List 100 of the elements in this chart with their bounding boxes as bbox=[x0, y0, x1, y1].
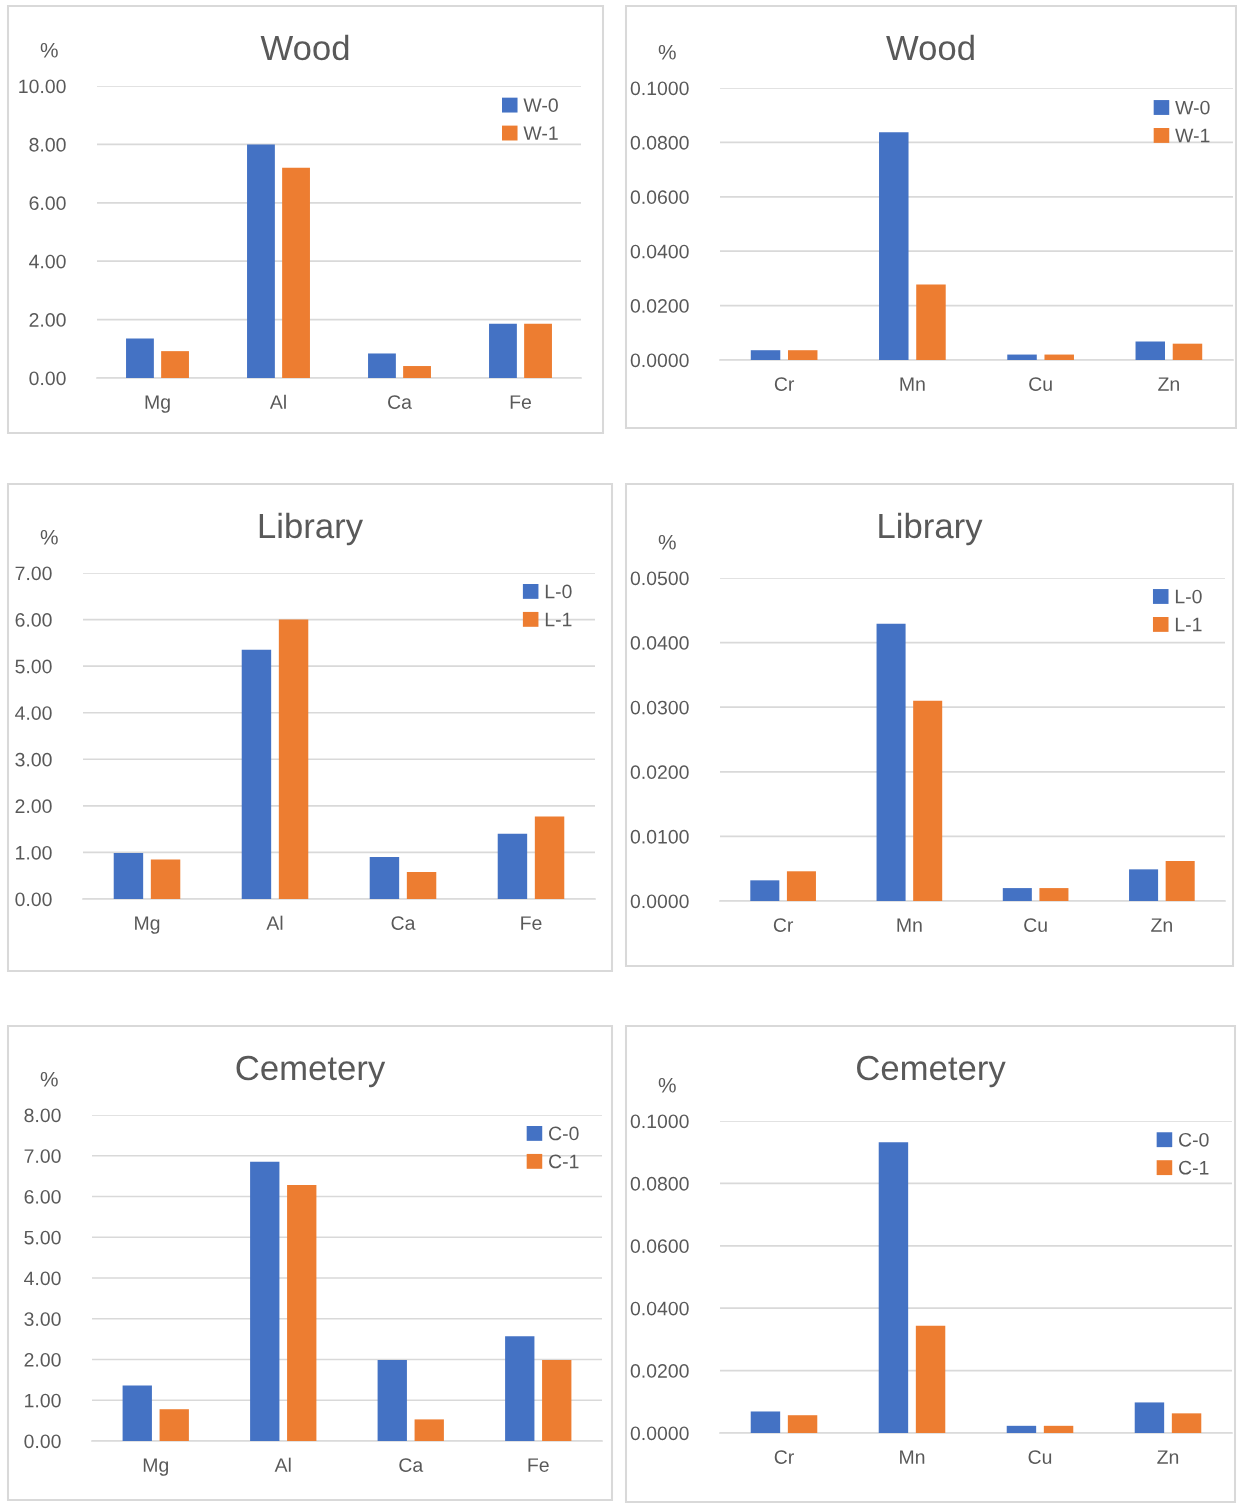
bar bbox=[1007, 354, 1037, 360]
y-tick-label: 0.00 bbox=[24, 1434, 61, 1449]
bar bbox=[1039, 888, 1069, 901]
legend-label: L-1 bbox=[545, 612, 572, 627]
legend-label: W-0 bbox=[1175, 100, 1210, 115]
y-tick-label: 3.00 bbox=[24, 1312, 61, 1326]
y-tick-label: 8.00 bbox=[24, 1108, 61, 1123]
bar bbox=[150, 859, 181, 899]
bar bbox=[787, 1415, 818, 1433]
x-tick-label: Al bbox=[274, 1457, 291, 1472]
bar bbox=[879, 132, 909, 360]
x-tick-label: Fe bbox=[510, 395, 531, 409]
legend-label: L-1 bbox=[1175, 617, 1202, 632]
y-tick-label: 5.00 bbox=[15, 659, 52, 674]
y-tick-label: 10.00 bbox=[19, 79, 66, 94]
bar bbox=[247, 144, 275, 378]
y-axis-title: % bbox=[40, 529, 58, 545]
bar bbox=[1129, 869, 1159, 901]
y-tick-label: 7.00 bbox=[15, 566, 52, 581]
x-tick-label: Zn bbox=[1151, 918, 1172, 932]
y-tick-label: 4.00 bbox=[15, 706, 52, 720]
bar bbox=[534, 816, 565, 899]
bar bbox=[1172, 343, 1203, 360]
y-tick-label: 0.0200 bbox=[630, 299, 689, 313]
x-tick-label: Zn bbox=[1158, 377, 1179, 391]
legend-label: W-1 bbox=[523, 126, 558, 140]
y-tick-label: 0.00 bbox=[15, 892, 52, 907]
y-tick-label: 0.1000 bbox=[630, 1114, 689, 1129]
y-tick-label: 0.0000 bbox=[630, 353, 689, 368]
chart-title: Wood bbox=[886, 34, 974, 61]
bar bbox=[750, 880, 780, 901]
bar bbox=[1044, 354, 1074, 360]
legend-label: W-1 bbox=[1175, 128, 1210, 143]
bar bbox=[368, 353, 396, 378]
y-tick-label: 3.00 bbox=[15, 752, 52, 767]
y-tick-label: 1.00 bbox=[25, 1393, 61, 1408]
bar bbox=[122, 1385, 152, 1441]
bar bbox=[878, 1142, 909, 1433]
legend-label: C-1 bbox=[1179, 1160, 1209, 1175]
x-tick-label: Zn bbox=[1157, 1450, 1179, 1464]
bar bbox=[1135, 341, 1166, 360]
legend-label: L-0 bbox=[1175, 589, 1202, 604]
x-tick-label: Fe bbox=[528, 1458, 549, 1472]
bar bbox=[1002, 888, 1032, 901]
bar bbox=[750, 1411, 781, 1433]
bar bbox=[1134, 1402, 1165, 1433]
y-tick-label: 0.0200 bbox=[630, 765, 689, 780]
bar bbox=[241, 649, 272, 899]
y-tick-label: 0.1000 bbox=[630, 81, 689, 96]
y-tick-label: 6.00 bbox=[24, 1189, 61, 1204]
y-tick-label: 0.0400 bbox=[630, 244, 689, 259]
bar bbox=[542, 1359, 572, 1441]
bar bbox=[377, 1359, 407, 1441]
x-tick-label: Cu bbox=[1028, 1450, 1052, 1464]
chart-title: Cemetery bbox=[857, 1055, 1006, 1088]
bar bbox=[406, 871, 437, 899]
bar bbox=[287, 1185, 317, 1441]
bar bbox=[505, 1336, 535, 1441]
y-tick-label: 8.00 bbox=[29, 137, 66, 152]
chart-title: Library bbox=[879, 512, 983, 546]
y-tick-label: 0.0600 bbox=[630, 1239, 689, 1254]
bar bbox=[524, 323, 552, 378]
bar bbox=[414, 1419, 444, 1441]
y-tick-label: 6.00 bbox=[29, 196, 66, 211]
legend-label: C-0 bbox=[549, 1126, 579, 1141]
y-axis-title: % bbox=[658, 44, 676, 60]
y-axis-title: % bbox=[658, 1077, 676, 1093]
bar bbox=[369, 857, 400, 899]
bar bbox=[282, 167, 310, 378]
bar bbox=[786, 871, 816, 901]
y-tick-label: 0.0400 bbox=[630, 636, 689, 650]
x-tick-label: Cr bbox=[774, 377, 795, 391]
legend-label: W-0 bbox=[523, 98, 558, 113]
legend-label: C-1 bbox=[549, 1154, 579, 1169]
bar bbox=[489, 323, 517, 378]
bar bbox=[876, 623, 906, 901]
y-tick-label: 2.00 bbox=[29, 313, 66, 327]
bar bbox=[1171, 1413, 1202, 1433]
y-tick-label: 4.00 bbox=[24, 1271, 61, 1286]
x-tick-label: Al bbox=[266, 915, 283, 930]
bar bbox=[750, 350, 781, 360]
x-tick-label: Cr bbox=[773, 918, 794, 932]
bar bbox=[126, 338, 154, 378]
y-axis-title: % bbox=[40, 42, 58, 58]
y-tick-label: 0.0600 bbox=[630, 190, 689, 205]
y-tick-label: 2.00 bbox=[15, 799, 52, 814]
y-tick-label: 7.00 bbox=[24, 1149, 61, 1163]
bar bbox=[787, 350, 818, 360]
x-tick-label: Mn bbox=[900, 1450, 925, 1464]
y-tick-label: 4.00 bbox=[29, 254, 66, 269]
y-tick-label: 1.00 bbox=[16, 845, 52, 860]
bar bbox=[913, 700, 943, 901]
y-tick-label: 0.0200 bbox=[630, 1364, 689, 1378]
x-tick-label: Mg bbox=[145, 395, 170, 413]
bar bbox=[916, 284, 946, 360]
y-tick-label: 0.0400 bbox=[630, 1301, 689, 1316]
bar bbox=[1165, 860, 1195, 901]
bar bbox=[1006, 1425, 1037, 1433]
y-tick-label: 5.00 bbox=[24, 1230, 61, 1245]
bar bbox=[403, 366, 431, 378]
